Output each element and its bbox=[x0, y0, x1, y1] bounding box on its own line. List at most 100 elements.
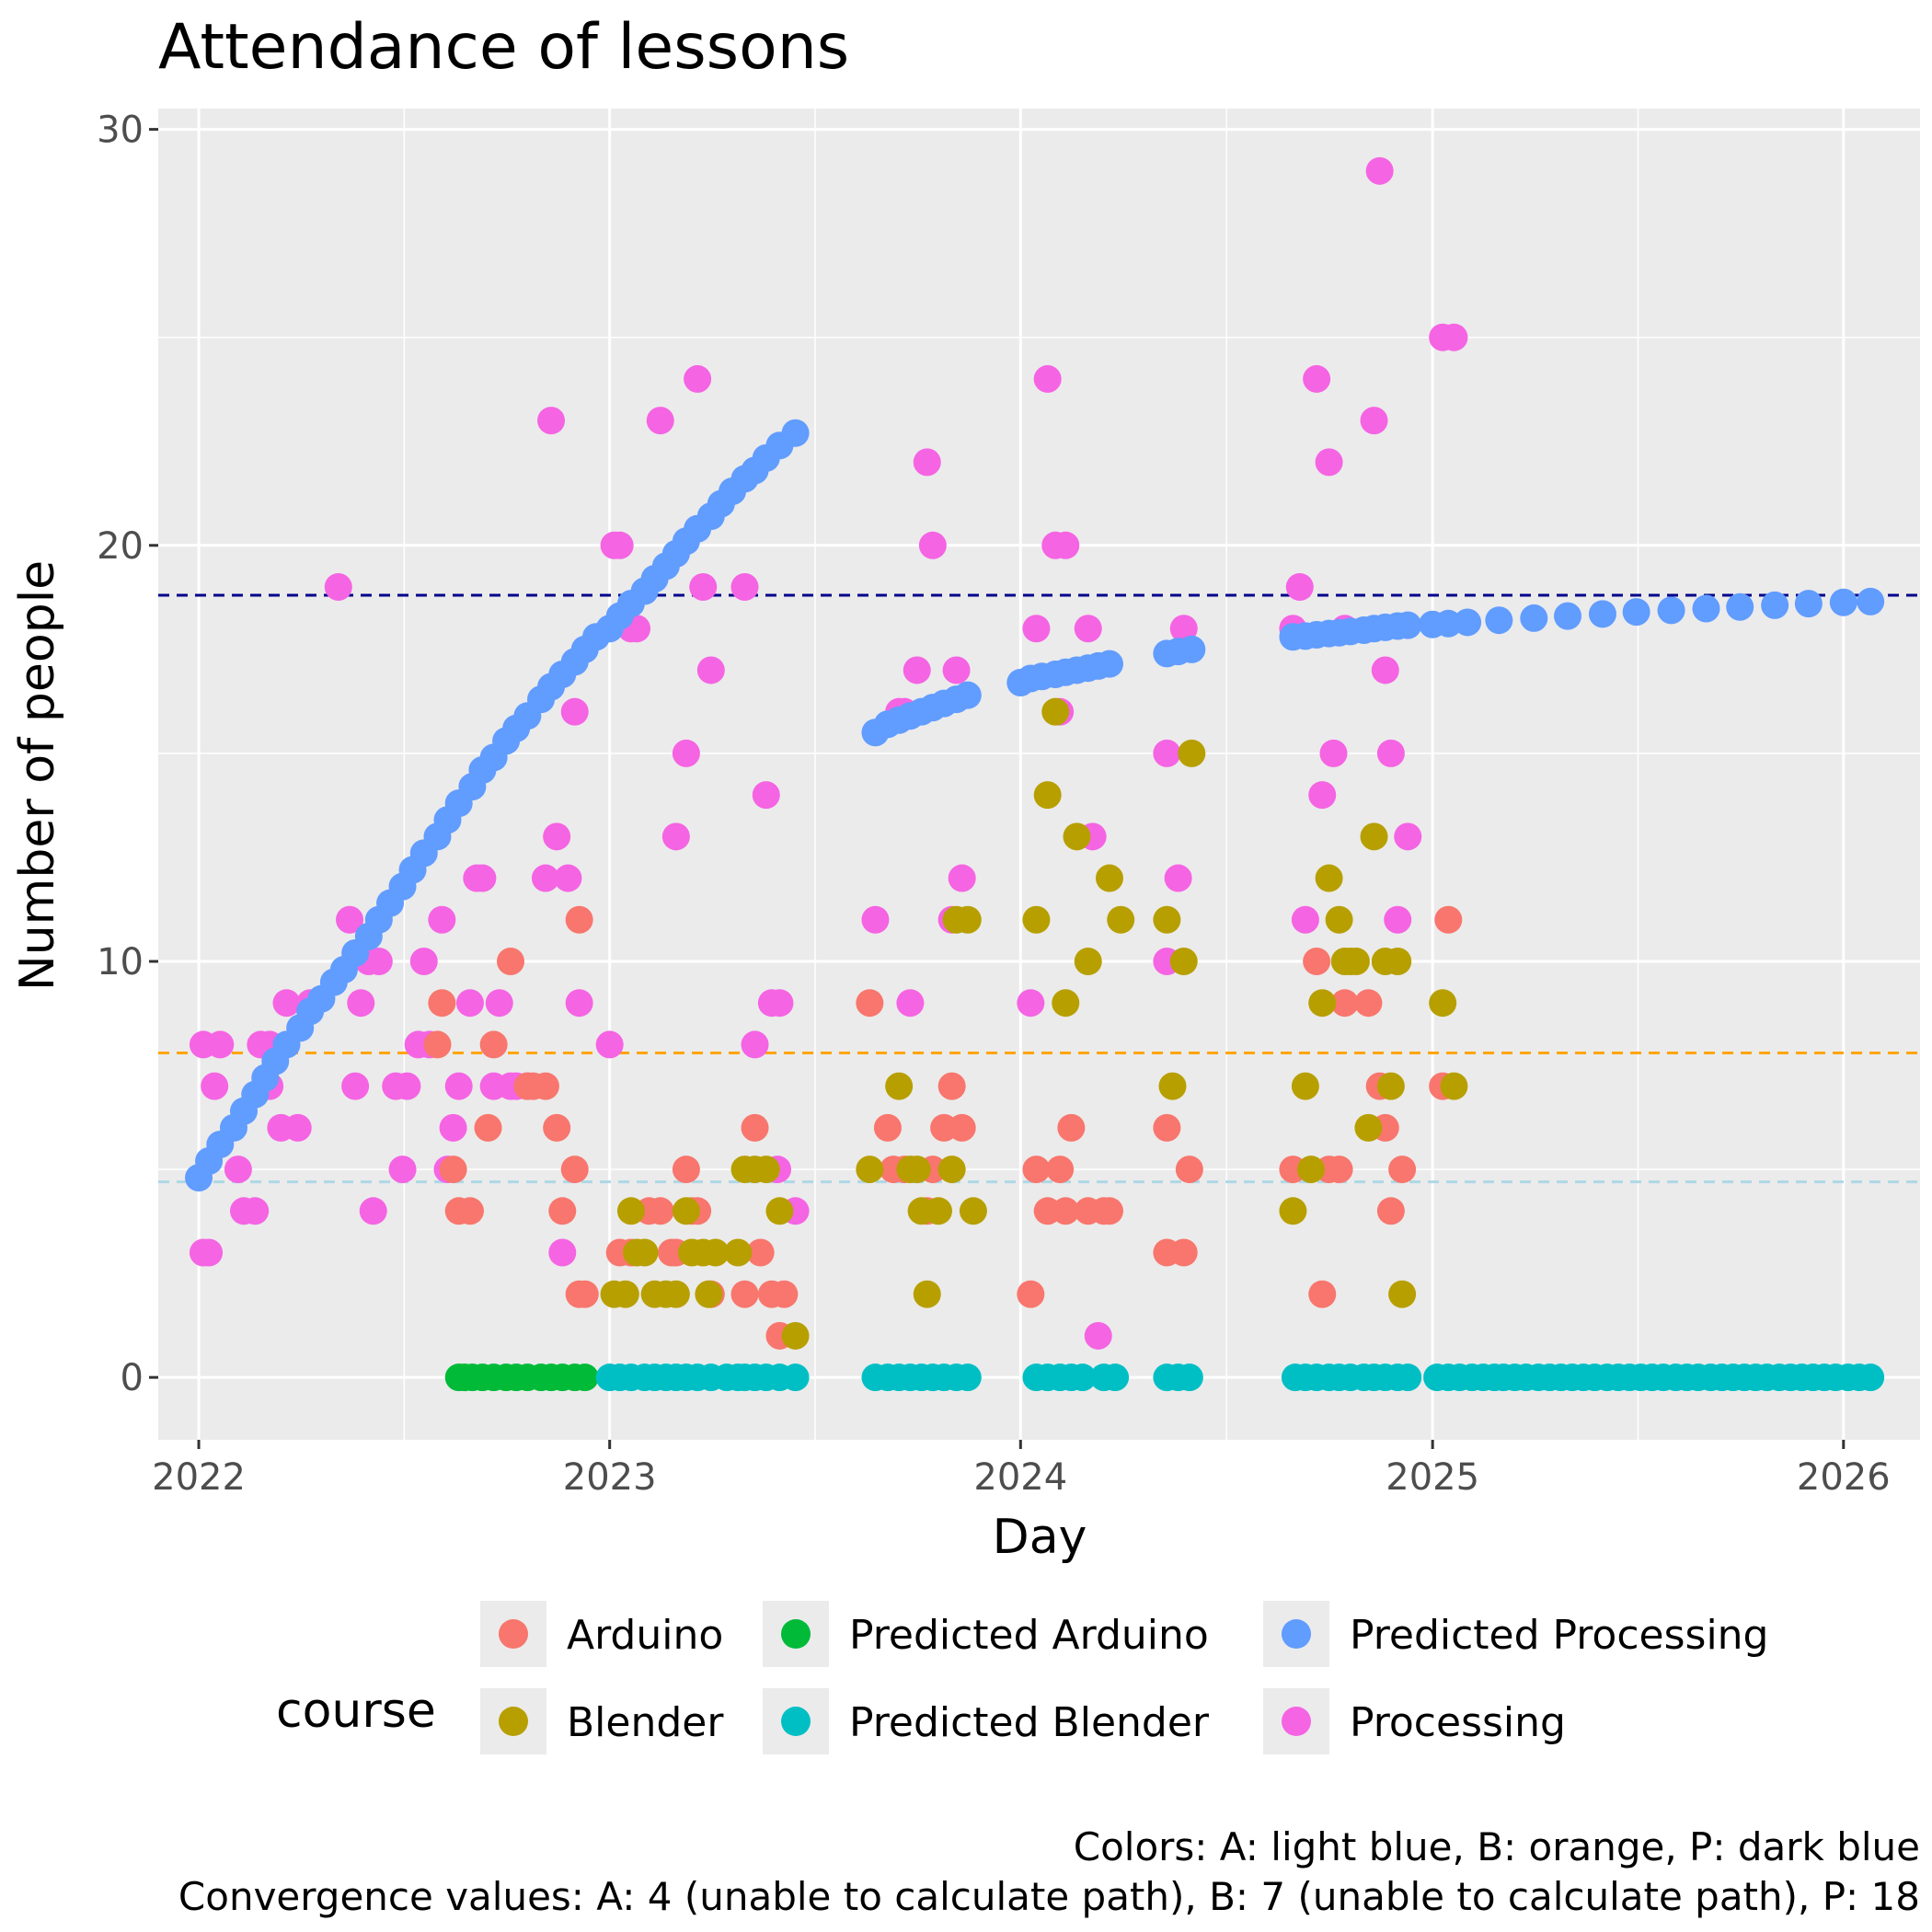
data-point bbox=[942, 656, 971, 684]
data-point bbox=[924, 1197, 952, 1225]
data-point bbox=[1376, 1197, 1405, 1225]
data-point bbox=[479, 1030, 508, 1059]
data-point bbox=[1857, 1363, 1885, 1392]
legend-key bbox=[1282, 1707, 1311, 1736]
data-point bbox=[1033, 364, 1062, 393]
data-point bbox=[937, 1156, 966, 1184]
data-point bbox=[537, 407, 566, 435]
y-tick-label: 0 bbox=[121, 1357, 144, 1399]
y-tick-label: 10 bbox=[97, 941, 144, 983]
data-point bbox=[903, 656, 931, 684]
data-point bbox=[741, 1030, 769, 1059]
data-point bbox=[1325, 905, 1353, 934]
data-point bbox=[272, 989, 301, 1018]
data-point bbox=[531, 864, 559, 892]
series-predicted-arduino bbox=[444, 1363, 599, 1392]
data-point bbox=[1052, 531, 1080, 559]
data-point bbox=[1341, 947, 1370, 975]
data-point bbox=[388, 1156, 417, 1184]
data-point bbox=[1095, 650, 1123, 678]
data-point bbox=[1692, 594, 1720, 623]
data-point bbox=[1017, 1280, 1045, 1308]
data-point bbox=[741, 1113, 769, 1142]
legend-label: Predicted Blender bbox=[849, 1699, 1210, 1746]
data-point bbox=[1429, 989, 1457, 1018]
data-point bbox=[1169, 615, 1198, 643]
data-point bbox=[1384, 905, 1412, 934]
data-point bbox=[1057, 1113, 1086, 1142]
axes: 0 10 20 30 2022 2023 2024 2025 2026 bbox=[97, 109, 1891, 1499]
data-point bbox=[1285, 573, 1314, 602]
data-point bbox=[1052, 1197, 1080, 1225]
data-point bbox=[1485, 606, 1513, 635]
data-point bbox=[560, 1156, 589, 1184]
data-point bbox=[765, 989, 794, 1018]
legend-label: Arduino bbox=[567, 1612, 723, 1659]
data-point bbox=[752, 1156, 780, 1184]
x-tick-label: 2026 bbox=[1797, 1456, 1891, 1499]
data-point bbox=[1095, 864, 1123, 892]
series-blender bbox=[600, 697, 1468, 1350]
data-point bbox=[485, 989, 513, 1018]
data-point bbox=[781, 1321, 810, 1350]
data-point bbox=[474, 1113, 502, 1142]
legend-item: Arduino bbox=[480, 1601, 723, 1667]
data-point bbox=[595, 1030, 624, 1059]
data-point bbox=[1388, 1280, 1417, 1308]
data-point bbox=[206, 1030, 235, 1059]
data-point bbox=[661, 822, 690, 851]
data-point bbox=[1394, 1363, 1422, 1392]
data-point bbox=[1095, 1197, 1123, 1225]
legend: course Arduino Predicted Arduino Predicted … bbox=[276, 1601, 1769, 1754]
data-point bbox=[781, 1363, 810, 1392]
x-axis-title: Day bbox=[993, 1510, 1087, 1565]
data-point bbox=[1178, 635, 1206, 663]
data-point bbox=[1291, 905, 1319, 934]
data-point bbox=[752, 781, 780, 810]
data-point bbox=[428, 989, 456, 1018]
data-point bbox=[1153, 905, 1181, 934]
data-point bbox=[1440, 323, 1468, 351]
data-point bbox=[1829, 588, 1857, 616]
data-point bbox=[543, 1113, 571, 1142]
data-point bbox=[1308, 989, 1337, 1018]
data-point bbox=[1175, 1156, 1203, 1184]
data-point bbox=[1084, 1321, 1112, 1350]
data-point bbox=[746, 1238, 775, 1267]
data-point bbox=[1520, 604, 1548, 632]
legend-key bbox=[781, 1619, 811, 1649]
caption-line-1: Colors: A: light blue, B: orange, P: dar… bbox=[1074, 1824, 1920, 1869]
data-point bbox=[959, 1197, 987, 1225]
data-point bbox=[1360, 407, 1388, 435]
data-point bbox=[1384, 947, 1412, 975]
caption-line-2: Convergence values: A: 4 (unable to calc… bbox=[178, 1874, 1920, 1919]
data-point bbox=[1074, 947, 1102, 975]
data-point bbox=[565, 989, 593, 1018]
legend-key bbox=[1282, 1619, 1311, 1649]
data-point bbox=[770, 1280, 799, 1308]
data-point bbox=[696, 656, 725, 684]
data-point bbox=[856, 1156, 884, 1184]
data-point bbox=[1319, 739, 1348, 767]
data-point bbox=[1440, 1072, 1468, 1100]
data-point bbox=[1046, 1156, 1075, 1184]
data-point bbox=[948, 864, 976, 892]
legend-item: Processing bbox=[1263, 1688, 1566, 1754]
data-point bbox=[1022, 615, 1051, 643]
grid-layer bbox=[158, 109, 1920, 1440]
data-point bbox=[1794, 590, 1823, 618]
data-point bbox=[1153, 1113, 1181, 1142]
data-point bbox=[1169, 947, 1198, 975]
x-tick-label: 2023 bbox=[563, 1456, 657, 1499]
data-point bbox=[468, 864, 497, 892]
series-predicted-blender bbox=[595, 1363, 1885, 1392]
data-point bbox=[616, 1197, 645, 1225]
data-point bbox=[1360, 822, 1388, 851]
data-point bbox=[953, 1363, 982, 1392]
data-point bbox=[455, 1197, 484, 1225]
data-point bbox=[918, 531, 947, 559]
data-point bbox=[1022, 905, 1051, 934]
data-point bbox=[1308, 1280, 1337, 1308]
data-point bbox=[531, 1072, 559, 1100]
